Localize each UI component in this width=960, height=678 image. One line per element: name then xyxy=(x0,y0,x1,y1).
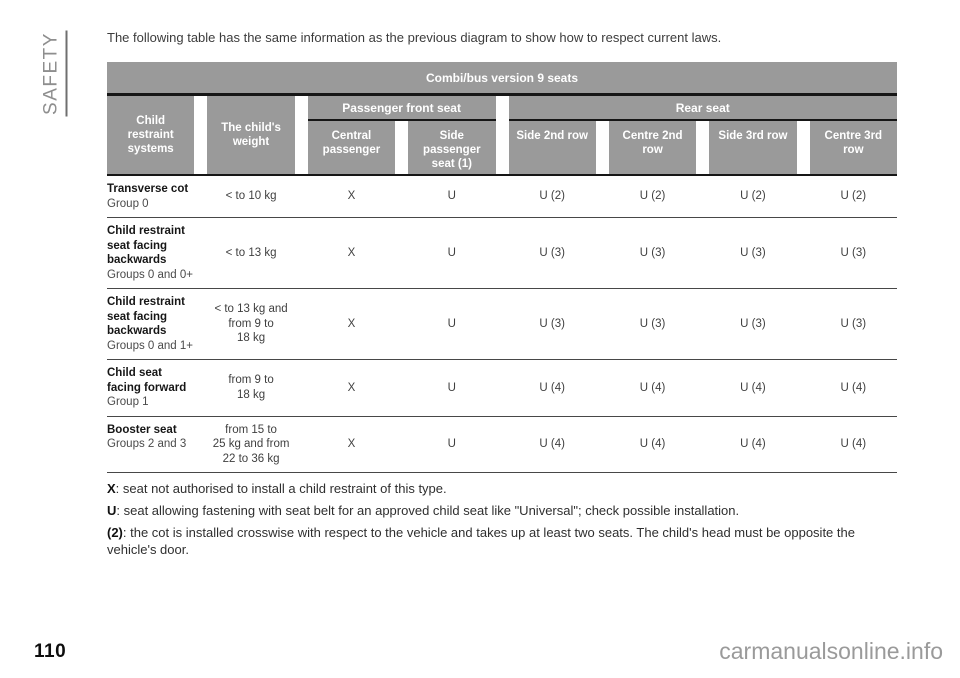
table-title: Combi/bus version 9 seats xyxy=(107,62,897,96)
value-cell: U (3) xyxy=(539,317,565,330)
page-content: The following table has the same informa… xyxy=(107,30,897,563)
section-label: SAFETY xyxy=(40,30,68,116)
value-cell: U xyxy=(447,190,456,203)
footnote-prefix: U xyxy=(107,503,117,518)
restraint-group: Group 0 xyxy=(107,197,149,210)
value-cell: U xyxy=(447,317,456,330)
weight-cell: from 9 to 18 kg xyxy=(228,374,274,401)
value-cell: U (3) xyxy=(740,246,766,259)
value-cell: X xyxy=(347,190,356,203)
table-row: Child seat facing forward Group 1 from 9… xyxy=(107,360,897,417)
restraint-group: Groups 0 and 1+ xyxy=(107,339,193,352)
restraint-group: Groups 0 and 0+ xyxy=(107,268,193,281)
table-row: Child restraint seat facing backwards Gr… xyxy=(107,218,897,289)
page-number: 110 xyxy=(34,641,67,662)
footnote-text: : seat not authorised to install a child… xyxy=(115,481,447,496)
table-header: Combi/bus version 9 seats Child restrain… xyxy=(107,62,897,176)
value-cell: U (3) xyxy=(840,317,867,330)
value-cell: U (3) xyxy=(539,246,565,259)
footnote-prefix: X xyxy=(107,481,116,496)
watermark-text: carmanualsonline.info xyxy=(719,638,943,664)
column-header-central-passenger: Central passenger xyxy=(307,121,396,174)
group-header-rear-seat: Rear seat xyxy=(508,96,897,121)
table-row: Child restraint seat facing backwards Gr… xyxy=(107,289,897,360)
value-cell: X xyxy=(347,438,356,450)
value-cell: U xyxy=(447,246,456,259)
value-cell: U (3) xyxy=(639,246,666,259)
footnote-2: (2): the cot is installed crosswise with… xyxy=(107,524,897,558)
child-restraint-table: Combi/bus version 9 seats Child restrain… xyxy=(107,62,897,473)
value-cell: U xyxy=(447,438,456,450)
value-cell: U (2) xyxy=(539,190,565,203)
row-label: Child restraint seat facing backwards Gr… xyxy=(107,224,194,282)
footnote-text: : seat allowing fastening with seat belt… xyxy=(116,503,740,518)
restraint-name: Booster seat xyxy=(107,423,177,436)
value-cell: U (4) xyxy=(840,381,867,394)
value-cell: U (4) xyxy=(539,438,565,450)
value-cell: U (4) xyxy=(740,438,766,450)
group-header-passenger-front-seat: Passenger front seat xyxy=(307,96,496,121)
column-header-side-3rd-row: Side 3rd row xyxy=(709,121,797,174)
row-label: Child restraint seat facing backwards Gr… xyxy=(107,295,194,353)
restraint-name: Child seat facing forward xyxy=(107,367,187,394)
weight-cell: < to 10 kg xyxy=(225,190,277,203)
intro-text: The following table has the same informa… xyxy=(107,30,722,45)
value-cell: U xyxy=(447,381,456,394)
table-row: Booster seat Groups 2 and 3 from 15 to 2… xyxy=(107,417,897,473)
column-header-centre-3rd-row: Centre 3rd row xyxy=(809,121,897,174)
footnote-u: U: seat allowing fastening with seat bel… xyxy=(107,502,897,519)
value-cell: U (4) xyxy=(639,438,666,450)
weight-cell: from 15 to 25 kg and from 22 to 36 kg xyxy=(212,423,290,465)
restraint-name: Child restraint seat facing backwards xyxy=(107,225,185,266)
value-cell: U (4) xyxy=(639,381,666,394)
value-cell: U (4) xyxy=(740,381,766,394)
restraint-group: Groups 2 and 3 xyxy=(107,438,187,450)
row-label: Booster seat Groups 2 and 3 xyxy=(107,423,194,452)
value-cell: X xyxy=(347,381,356,394)
weight-cell: < to 13 kg and from 9 to 18 kg xyxy=(214,303,288,345)
column-header-side-2nd-row: Side 2nd row xyxy=(508,121,596,174)
value-cell: U (3) xyxy=(740,317,766,330)
column-header-childs-weight: The child's weight xyxy=(207,96,295,174)
row-label: Child seat facing forward Group 1 xyxy=(107,366,194,410)
restraint-name: Child restraint seat facing backwards xyxy=(107,296,185,337)
column-header-side-passenger-seat: Side passenger seat (1) xyxy=(408,121,496,174)
value-cell: U (4) xyxy=(840,438,867,450)
value-cell: U (3) xyxy=(840,246,867,259)
value-cell: X xyxy=(347,317,356,330)
value-cell: U (2) xyxy=(840,190,867,203)
column-header-centre-2nd-row: Centre 2nd row xyxy=(608,121,697,174)
value-cell: X xyxy=(347,246,356,259)
restraint-name: Transverse cot xyxy=(107,183,189,195)
restraint-group: Group 1 xyxy=(107,396,149,408)
row-label: Transverse cot Group 0 xyxy=(107,182,194,211)
table-footnotes: X: seat not authorised to install a chil… xyxy=(107,480,897,558)
value-cell: U (2) xyxy=(639,190,666,203)
column-header-child-restraint-systems: Child restraint systems xyxy=(107,96,195,174)
footnote-x: X: seat not authorised to install a chil… xyxy=(107,480,897,497)
value-cell: U (3) xyxy=(639,317,666,330)
footnote-text: : the cot is installed crosswise with re… xyxy=(107,525,855,557)
weight-cell: < to 13 kg xyxy=(225,246,277,259)
section-label-container: SAFETY xyxy=(11,30,97,116)
value-cell: U (4) xyxy=(539,381,565,394)
footnote-prefix: (2) xyxy=(107,525,123,540)
value-cell: U (2) xyxy=(740,190,766,203)
table-row: Transverse cot Group 0 < to 10 kg X U U … xyxy=(107,176,897,218)
